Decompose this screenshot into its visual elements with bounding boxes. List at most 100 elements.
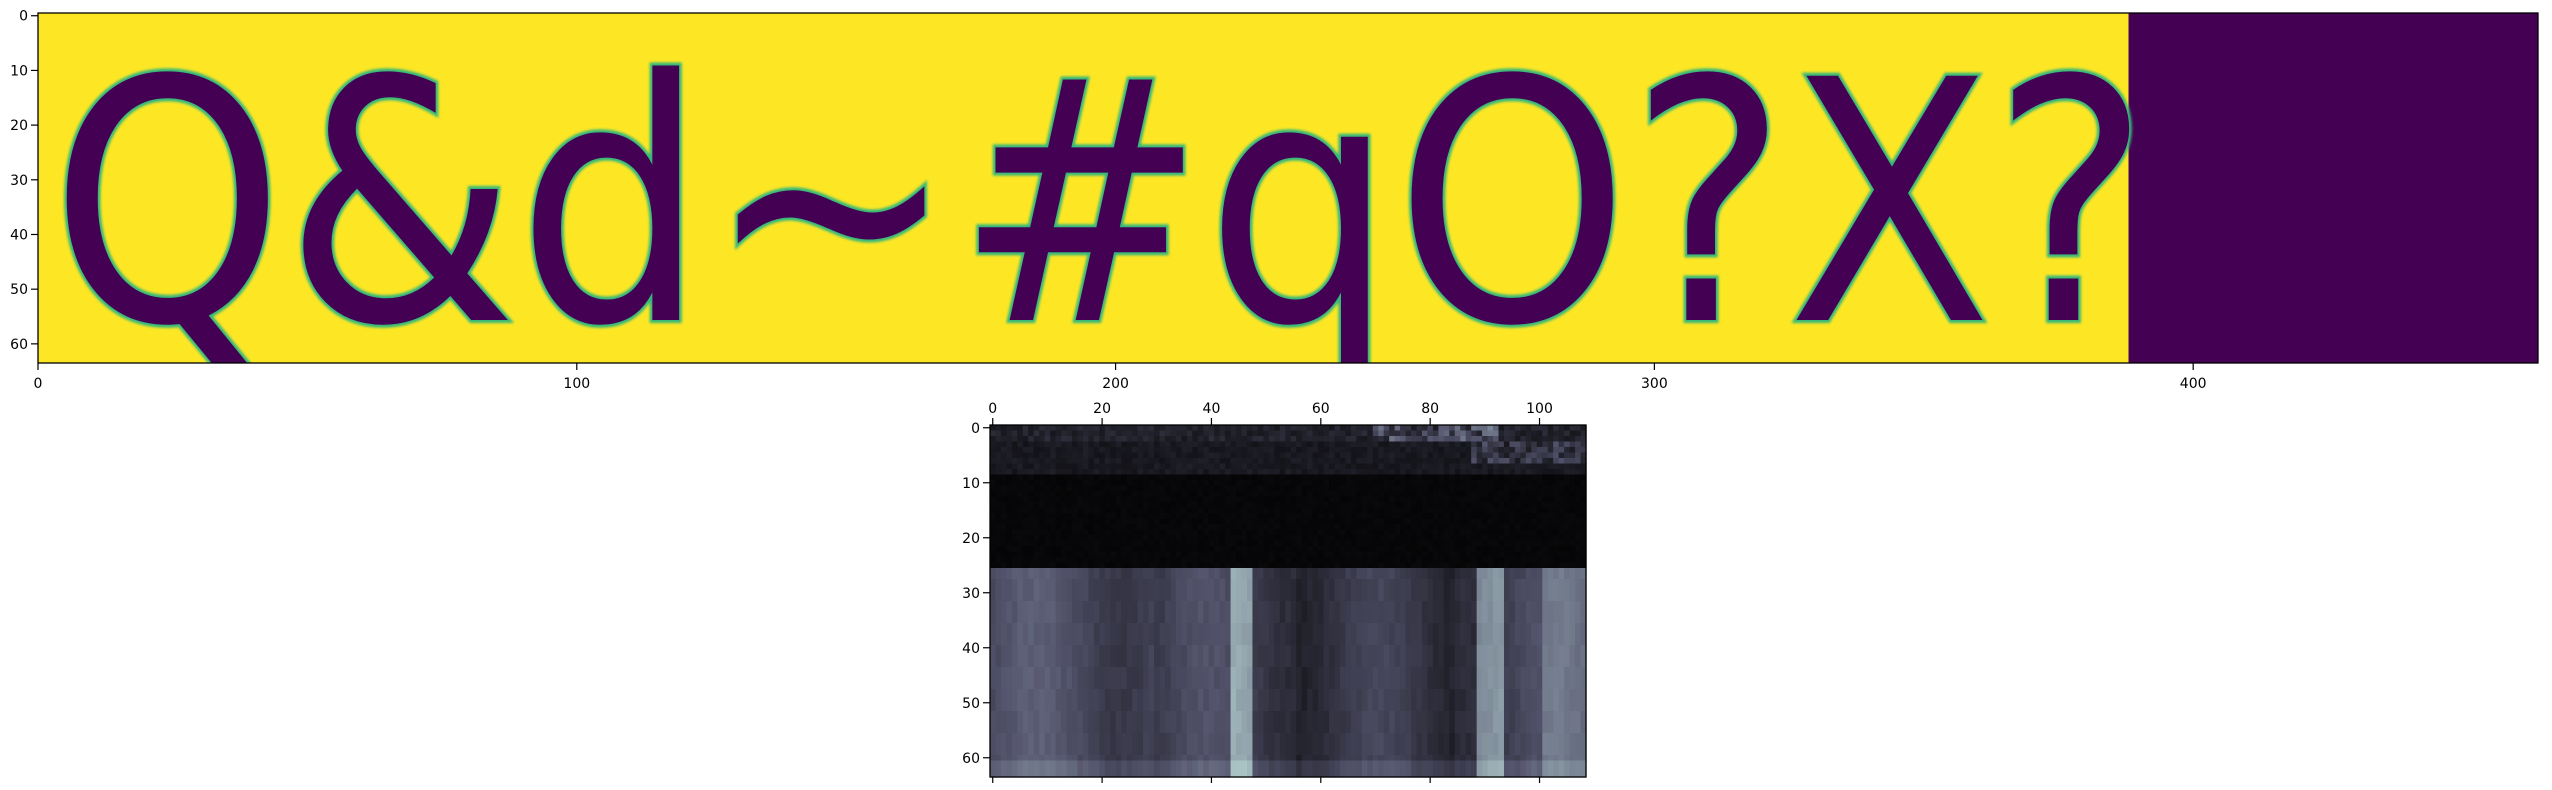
heatmap-cell [1175,436,1182,443]
heatmap-cell [1099,430,1106,437]
heatmap-cell [1006,562,1013,569]
heatmap-cell [1055,540,1062,547]
heatmap-cell [1307,458,1314,465]
heatmap-cell [1361,628,1368,635]
heatmap-cell [1536,524,1543,531]
heatmap-cell [1246,650,1254,657]
heatmap-cell [1482,645,1489,652]
heatmap-cell [1028,458,1035,465]
heatmap-cell [1454,573,1461,580]
heatmap-cell [1290,551,1297,558]
heatmap-cell [1564,617,1571,624]
heatmap-cell [1493,502,1500,509]
heatmap-cell [1186,601,1193,608]
heatmap-cell [1274,447,1281,454]
heatmap-cell [1061,540,1068,547]
heatmap-cell [1099,601,1106,608]
heatmap-cell [1192,430,1199,437]
heatmap-cell [1055,546,1062,553]
heatmap-cell [1011,502,1018,509]
heatmap-cell [1115,469,1122,476]
heatmap-cell [1197,557,1204,564]
heatmap-cell [1465,590,1472,597]
heatmap-cell [1531,463,1538,470]
heatmap-cell [1471,617,1478,624]
heatmap-cell [1033,623,1040,630]
heatmap-cell [1230,617,1237,624]
heatmap-cell [1028,573,1035,580]
heatmap-cell [1487,573,1494,580]
heatmap-cell [1164,595,1172,602]
heatmap-cell [1159,634,1166,641]
heatmap-cell [1011,584,1018,591]
heatmap-cell [1164,590,1172,597]
heatmap-cell [1154,650,1161,657]
heatmap-cell [1241,628,1248,635]
heatmap-cell [1460,535,1467,542]
heatmap-cell [1405,579,1412,586]
heatmap-cell [1028,645,1035,652]
heatmap-cell [1257,513,1264,520]
heatmap-cell [1438,551,1445,558]
heatmap-cell [1077,524,1084,531]
heatmap-cell [1575,612,1582,619]
heatmap-cell [990,540,997,547]
heatmap-cell [1323,458,1330,465]
heatmap-cell [1099,579,1106,586]
heatmap-cell [1378,590,1385,597]
heatmap-cell [1301,524,1308,531]
heatmap-cell [1154,491,1161,498]
heatmap-cell [1159,474,1166,481]
heatmap-cell [1061,661,1068,668]
heatmap-cell [1312,568,1319,575]
heatmap-cell [1421,441,1429,448]
heatmap-cell [1329,491,1336,498]
heatmap-cell [1186,518,1193,525]
heatmap-cell [1542,656,1549,663]
heatmap-cell [990,634,997,641]
heatmap-cell [1509,645,1516,652]
heatmap-cell [1186,480,1193,487]
heatmap-cell [1531,452,1538,459]
heatmap-cell [1197,502,1204,509]
heatmap-cell [1170,425,1177,432]
heatmap-cell [1181,474,1188,481]
heatmap-cell [1214,656,1221,663]
heatmap-cell [1394,595,1401,602]
heatmap-cell [1050,661,1057,668]
heatmap-cell [1531,606,1538,613]
heatmap-cell [1017,557,1024,564]
heatmap-cell [1170,513,1177,520]
heatmap-cell [1345,452,1352,459]
heatmap-cell [1307,601,1314,608]
heatmap-cell [1432,590,1439,597]
heatmap-cell [1257,639,1264,646]
heatmap-cell [1285,463,1292,470]
heatmap-cell [1225,430,1232,437]
heatmap-cell [1214,441,1221,448]
heatmap-cell [1186,568,1193,575]
heatmap-cell [1482,436,1489,443]
heatmap-cell [1246,430,1254,437]
heatmap-cell [1192,584,1199,591]
heatmap-cell [1263,584,1270,591]
heatmap-cell [1454,425,1461,432]
heatmap-cell [1039,430,1046,437]
heatmap-cell [1154,628,1161,635]
heatmap-cell [1268,425,1275,432]
heatmap-cell [1279,601,1286,608]
heatmap-cell [1438,623,1445,630]
heatmap-cell [1197,529,1204,536]
heatmap-cell [1099,436,1106,443]
heatmap-cell [1214,507,1221,514]
heatmap-cell [1416,628,1423,635]
heatmap-cell [1126,513,1133,520]
heatmap-cell [1132,612,1139,619]
heatmap-cell [1290,617,1297,624]
heatmap-cell [1285,480,1292,487]
heatmap-cell [1050,425,1057,432]
heatmap-cell [1520,463,1527,470]
heatmap-cell [1378,529,1385,536]
heatmap-cell [1236,447,1243,454]
heatmap-cell [1356,595,1363,602]
